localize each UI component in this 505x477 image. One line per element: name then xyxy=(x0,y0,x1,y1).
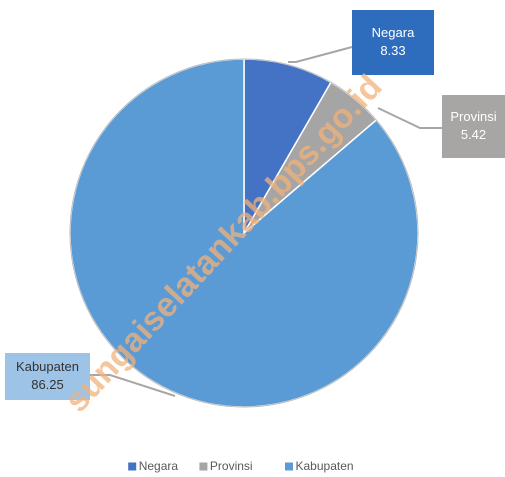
pie xyxy=(69,58,419,408)
label-name: Provinsi xyxy=(450,109,496,124)
legend: Negara Provinsi Kabupaten xyxy=(127,459,354,473)
data-labels: Negara 8.33 Provinsi 5.42 Kabupaten 86.25 xyxy=(5,10,505,400)
pie-outline xyxy=(69,58,419,408)
legend-swatch xyxy=(284,461,294,472)
legend-swatch xyxy=(127,461,138,472)
legend-swatch xyxy=(198,461,209,472)
leader-line xyxy=(377,107,442,129)
label-value: 86.25 xyxy=(31,377,64,392)
leader-line xyxy=(288,46,353,63)
label-name: Kabupaten xyxy=(16,359,79,374)
label-name: Negara xyxy=(372,25,415,40)
label-value: 5.42 xyxy=(461,127,486,142)
legend-label: Negara xyxy=(139,459,179,473)
label-box xyxy=(352,10,434,75)
label-value: 8.33 xyxy=(380,43,405,58)
legend-label: Kabupaten xyxy=(296,459,354,473)
label-box xyxy=(442,95,505,158)
leader-line xyxy=(90,374,176,397)
legend-label: Provinsi xyxy=(210,459,253,473)
label-box xyxy=(5,353,90,400)
